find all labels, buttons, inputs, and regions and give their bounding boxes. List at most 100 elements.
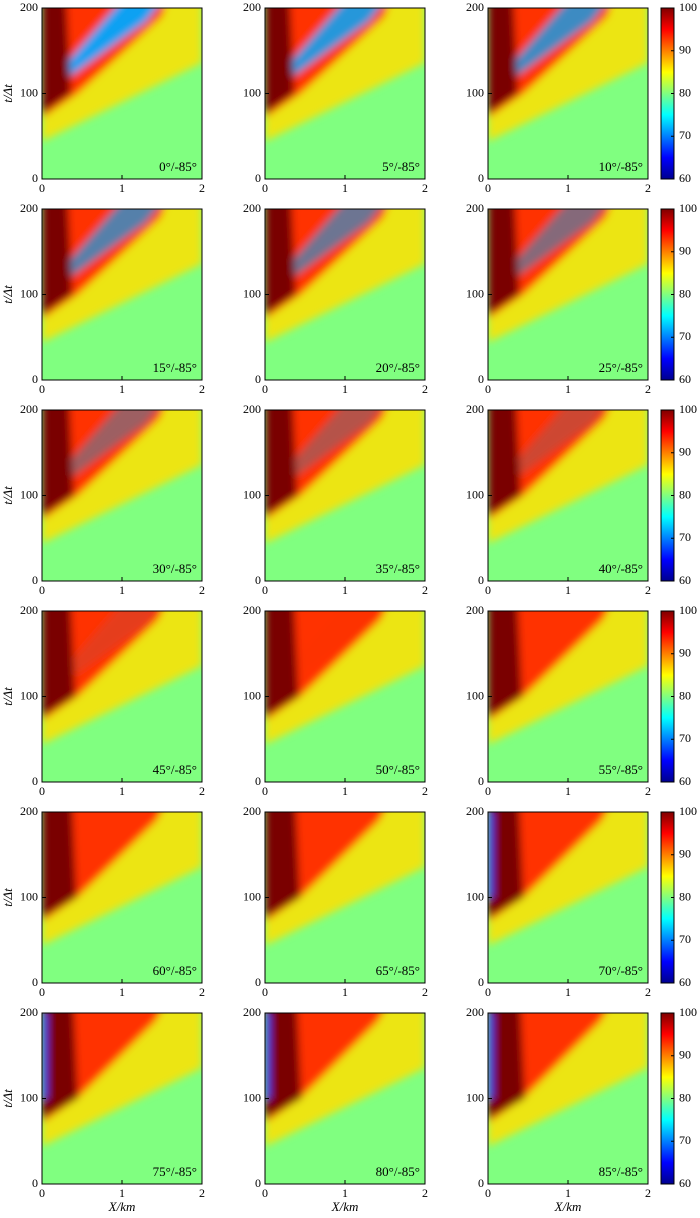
y-tick-label: 0 — [255, 372, 261, 386]
y-tick-label: 100 — [20, 889, 38, 903]
colorbar-tick-label: 100 — [679, 1005, 697, 1019]
colorbar-tick-label: 90 — [679, 1048, 691, 1062]
field-blue — [281, 209, 380, 283]
field — [42, 8, 202, 179]
y-tick-label: 100 — [466, 1090, 484, 1104]
x-tick-label: 1 — [119, 985, 125, 999]
y-tick-label: 200 — [466, 0, 484, 14]
field-dark — [488, 8, 518, 115]
x-tick-label: 1 — [342, 985, 348, 999]
x-tick-label: 2 — [422, 583, 428, 597]
field-dark — [42, 8, 71, 115]
x-tick-label: 0 — [39, 784, 45, 798]
field-blue — [504, 8, 603, 82]
y-tick-label: 100 — [20, 1090, 38, 1104]
y-tick-label: 100 — [243, 688, 261, 702]
colorbar-tick-label: 90 — [679, 244, 691, 258]
y-tick-label: 100 — [466, 286, 484, 300]
x-tick-label: 2 — [645, 382, 651, 396]
y-tick-label: 100 — [466, 85, 484, 99]
panel-label: 75°/-85° — [153, 1164, 197, 1179]
field — [488, 209, 648, 380]
x-tick-label: 1 — [565, 181, 571, 195]
colorbar-tick-label: 70 — [679, 128, 691, 142]
colorbar-tick-label: 70 — [679, 329, 691, 343]
panel-label: 0°/-85° — [159, 159, 197, 174]
y-tick-label: 200 — [20, 804, 38, 818]
y-tick-label: 0 — [32, 1176, 38, 1190]
colorbar-tick-label: 90 — [679, 847, 691, 861]
panel-label: 55°/-85° — [599, 762, 643, 777]
colorbar-tick-label: 60 — [679, 573, 691, 587]
field — [265, 8, 425, 179]
colorbar-tick-label: 100 — [679, 804, 697, 818]
field-blur — [488, 8, 648, 142]
y-tick-label: 200 — [466, 1005, 484, 1019]
x-tick-label: 0 — [485, 382, 491, 396]
panel-label: 40°/-85° — [599, 561, 643, 576]
y-tick-label: 0 — [32, 573, 38, 587]
y-tick-label: 200 — [243, 0, 261, 14]
x-tick-label: 0 — [262, 181, 268, 195]
y-tick-label: 0 — [32, 774, 38, 788]
y-tick-label: 0 — [255, 1176, 261, 1190]
field — [265, 410, 425, 581]
x-tick-label: 0 — [262, 784, 268, 798]
x-tick-label: 2 — [199, 583, 205, 597]
field-red — [265, 8, 388, 118]
field-dark — [488, 1013, 525, 1120]
x-tick-label: 1 — [342, 784, 348, 798]
y-axis-label: t/Δt — [0, 486, 15, 505]
y-tick-label: 200 — [466, 201, 484, 215]
panel-label: 60°/-85° — [153, 963, 197, 978]
x-tick-label: 0 — [262, 1186, 268, 1200]
y-tick-label: 0 — [255, 573, 261, 587]
y-tick-label: 200 — [20, 402, 38, 416]
panel-label: 10°/-85° — [599, 159, 643, 174]
y-tick-label: 0 — [478, 573, 484, 587]
y-tick-label: 0 — [32, 171, 38, 185]
y-axis-label: t/Δt — [0, 888, 15, 907]
field-edge — [42, 1013, 47, 1099]
y-tick-label: 100 — [20, 688, 38, 702]
field-dark — [42, 611, 76, 718]
colorbar-tick-label: 70 — [679, 932, 691, 946]
x-axis-label: X/km — [108, 1199, 136, 1214]
x-tick-label: 0 — [262, 985, 268, 999]
field-dark — [488, 611, 522, 718]
x-tick-label: 0 — [39, 1186, 45, 1200]
field — [488, 611, 648, 782]
field-dark — [265, 1013, 302, 1120]
y-tick-label: 200 — [243, 402, 261, 416]
field-blur — [265, 812, 425, 946]
y-tick-label: 0 — [478, 975, 484, 989]
field — [265, 611, 425, 782]
colorbar-tick-label: 90 — [679, 646, 691, 660]
y-axis-label: t/Δt — [0, 285, 15, 304]
colorbar-tick-label: 80 — [679, 487, 691, 501]
y-tick-label: 200 — [20, 603, 38, 617]
colorbar-tick-label: 80 — [679, 85, 691, 99]
x-tick-label: 2 — [422, 784, 428, 798]
x-tick-label: 0 — [262, 382, 268, 396]
panel-label: 20°/-85° — [376, 360, 420, 375]
colorbar-tick-label: 80 — [679, 889, 691, 903]
panel-label: 15°/-85° — [153, 360, 197, 375]
x-tick-label: 2 — [645, 985, 651, 999]
field-dark — [265, 209, 296, 316]
y-tick-label: 0 — [478, 1176, 484, 1190]
y-tick-label: 200 — [466, 804, 484, 818]
field-dark — [265, 812, 300, 919]
colorbar-tick-label: 70 — [679, 731, 691, 745]
colorbar-tick-label: 100 — [679, 201, 697, 215]
x-tick-label: 2 — [645, 784, 651, 798]
colorbar-tick-label: 90 — [679, 43, 691, 57]
field-red — [42, 8, 165, 118]
field-blur — [488, 410, 648, 544]
x-tick-label: 0 — [485, 181, 491, 195]
x-tick-label: 2 — [422, 1186, 428, 1200]
y-tick-label: 200 — [243, 603, 261, 617]
field-dark — [42, 1013, 78, 1120]
x-axis-label: X/km — [554, 1199, 582, 1214]
